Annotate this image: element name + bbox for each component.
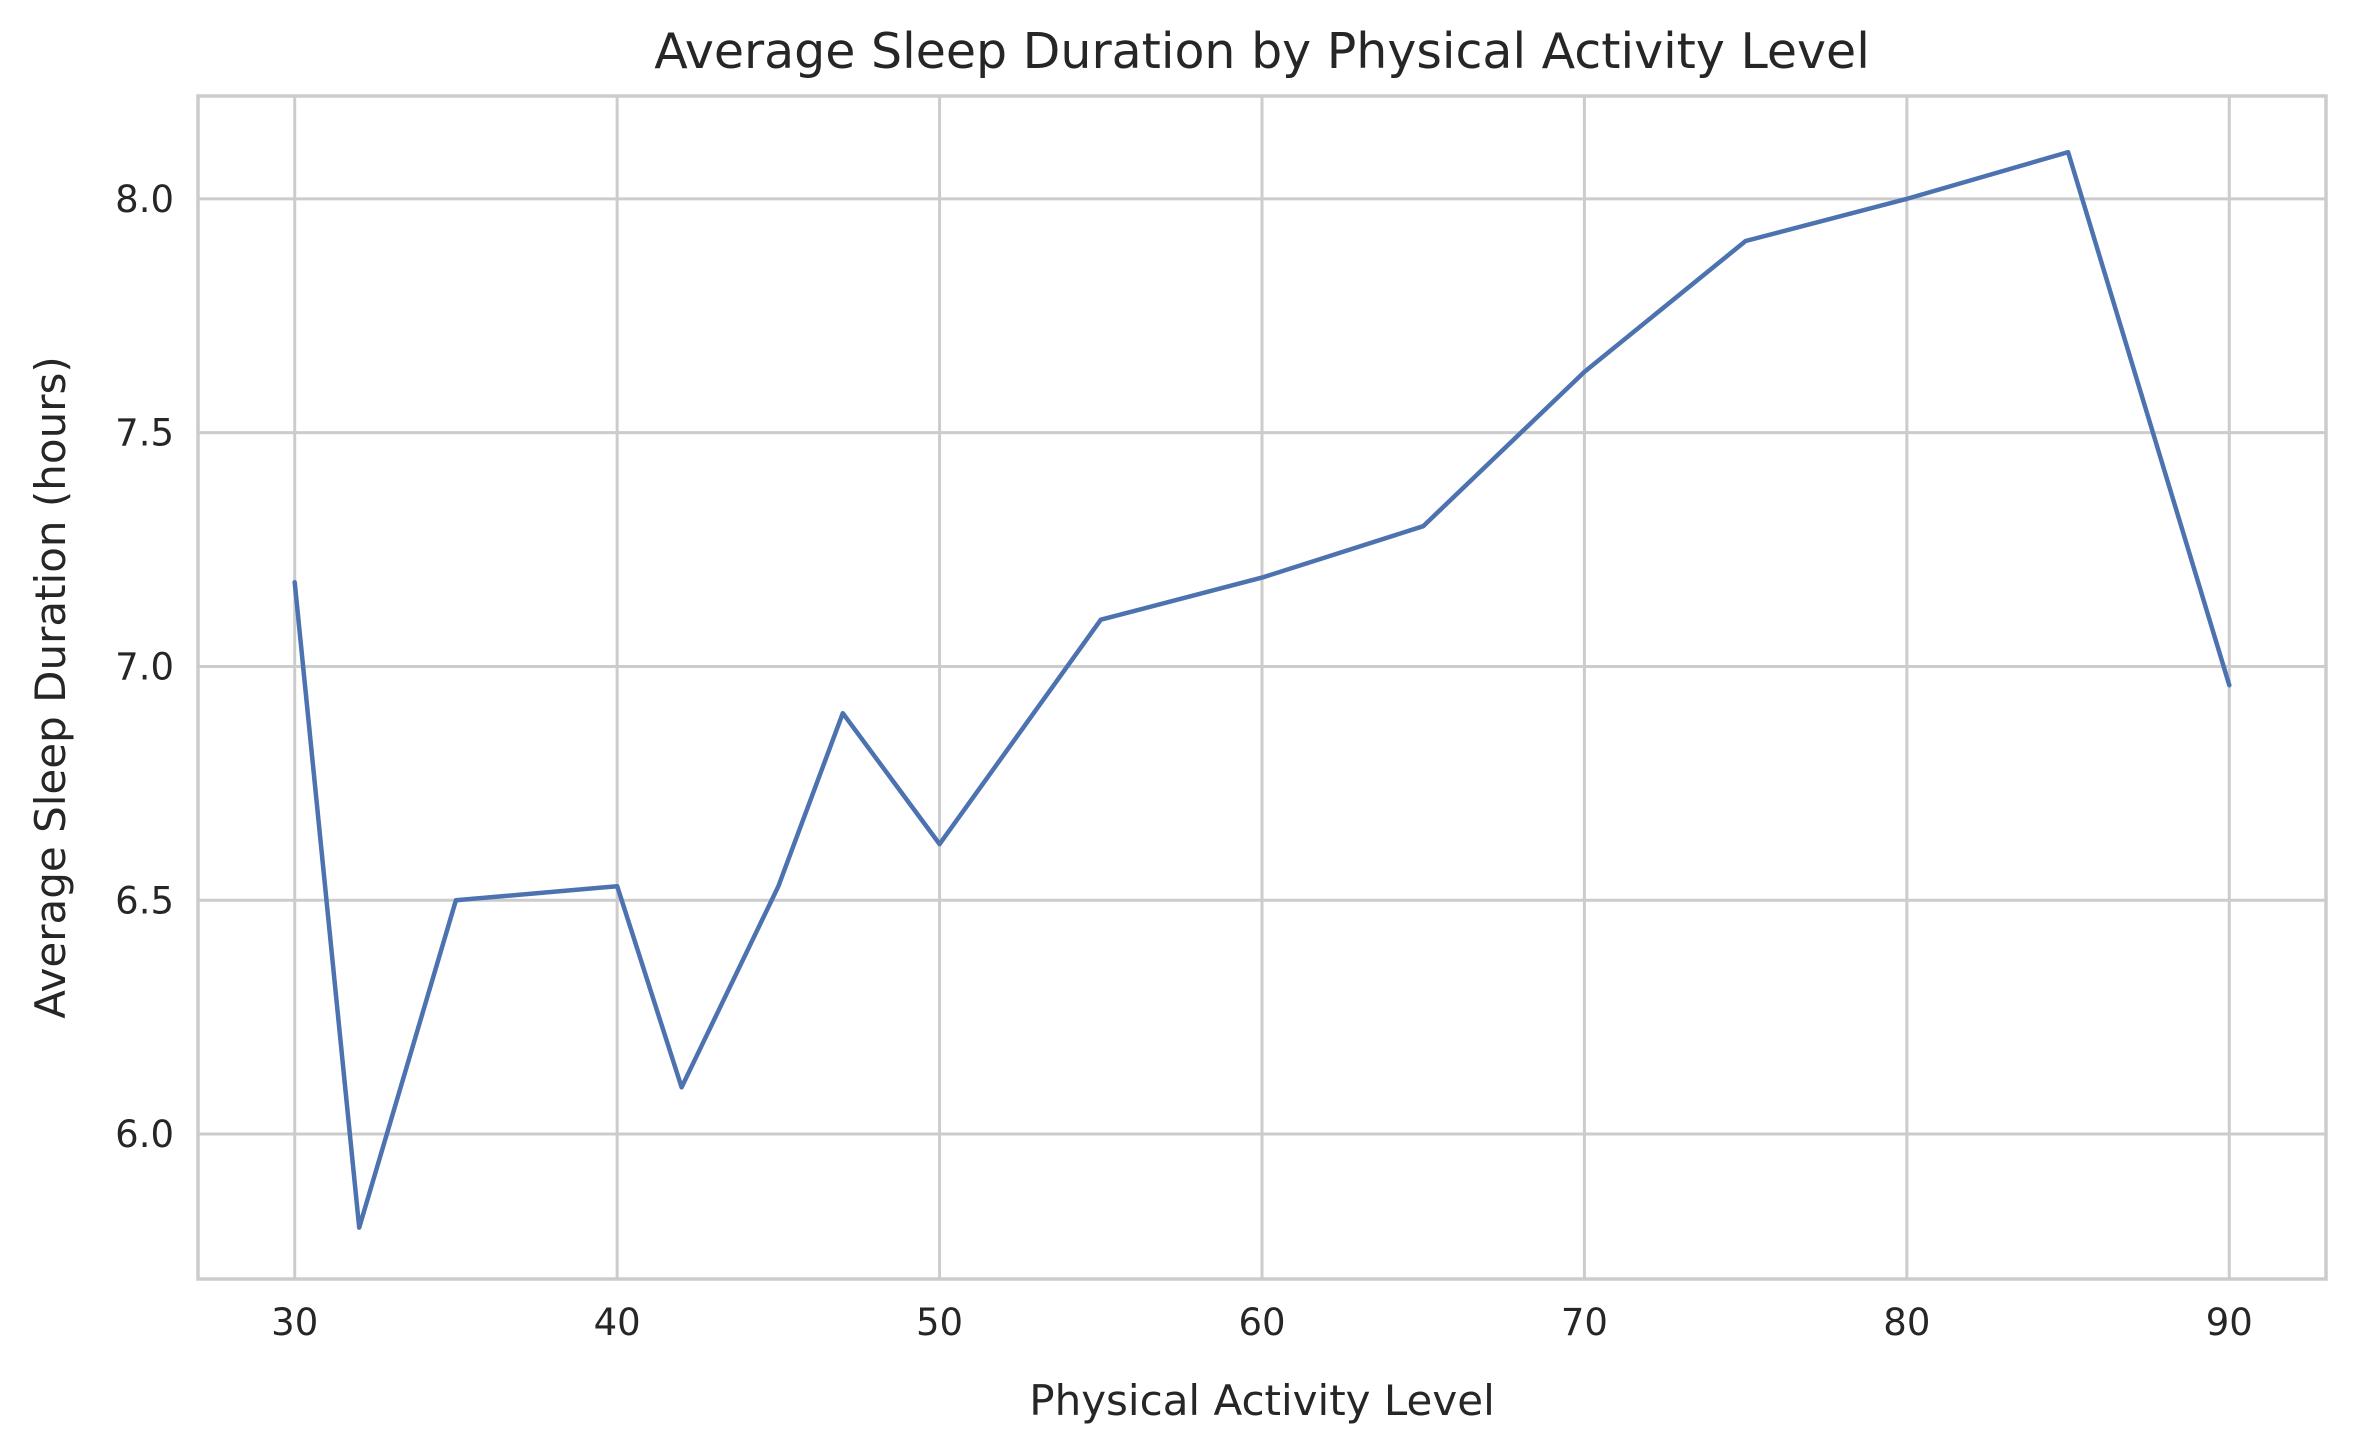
y-tick-label: 8.0 <box>115 178 174 221</box>
x-tick-label: 60 <box>1238 1301 1285 1344</box>
y-tick-label: 7.5 <box>115 412 174 455</box>
y-tick-label: 6.5 <box>115 879 174 922</box>
grid <box>198 96 2326 1279</box>
series-layer <box>292 149 2232 1230</box>
x-tick-label: 90 <box>2206 1301 2253 1344</box>
y-tick-label: 6.0 <box>115 1113 174 1156</box>
x-axis-ticks: 30 40 50 60 70 80 90 <box>271 1301 2253 1344</box>
x-tick-label: 80 <box>1883 1301 1930 1344</box>
x-axis-label: Physical Activity Level <box>1029 1376 1495 1425</box>
x-tick-label: 70 <box>1561 1301 1608 1344</box>
plot-frame <box>196 94 2328 1281</box>
x-tick-label: 50 <box>916 1301 963 1344</box>
series-line-0 <box>292 149 2232 1230</box>
chart-title: Average Sleep Duration by Physical Activ… <box>654 23 1870 80</box>
x-tick-label: 40 <box>594 1301 641 1344</box>
y-axis-label: Average Sleep Duration (hours) <box>26 356 75 1018</box>
y-tick-label: 7.0 <box>115 645 174 688</box>
y-axis-ticks: 6.0 6.5 7.0 7.5 8.0 <box>115 178 174 1156</box>
x-tick-label: 30 <box>271 1301 318 1344</box>
